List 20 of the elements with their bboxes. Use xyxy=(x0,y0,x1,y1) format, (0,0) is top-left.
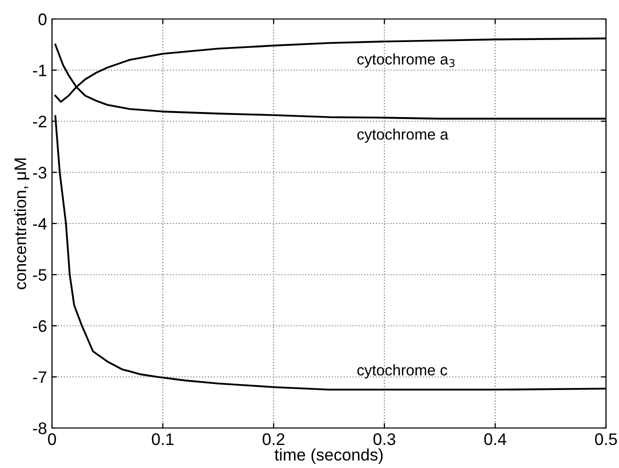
series-label: cytochrome a xyxy=(357,128,448,143)
x-tick-label: 0 xyxy=(48,433,56,446)
y-tick-label: -3 xyxy=(33,166,46,179)
y-tick-label: -1 xyxy=(33,64,46,76)
x-tick-label: 0.5 xyxy=(595,433,617,446)
x-axis-title: time (seconds) xyxy=(274,448,383,464)
x-tick-label: 0.2 xyxy=(262,433,284,446)
x-tick-label: 0.1 xyxy=(152,433,174,446)
y-tick-label: 0 xyxy=(38,13,46,26)
series-label: cytochrome a$_{3}$ xyxy=(357,53,454,68)
y-tick-label: -4 xyxy=(33,218,47,230)
x-tick-label: 0.3 xyxy=(373,433,396,446)
y-axis-title: concentration, μM xyxy=(14,158,30,290)
y-tick-label: -6 xyxy=(33,320,46,332)
x-tick-label: 0.4 xyxy=(484,433,506,446)
series-label: cytochrome c xyxy=(357,364,448,379)
y-tick-label: -8 xyxy=(33,422,46,434)
y-tick-label: -7 xyxy=(33,371,46,383)
y-tick-label: -5 xyxy=(33,269,46,281)
y-tick-label: -2 xyxy=(33,116,46,128)
